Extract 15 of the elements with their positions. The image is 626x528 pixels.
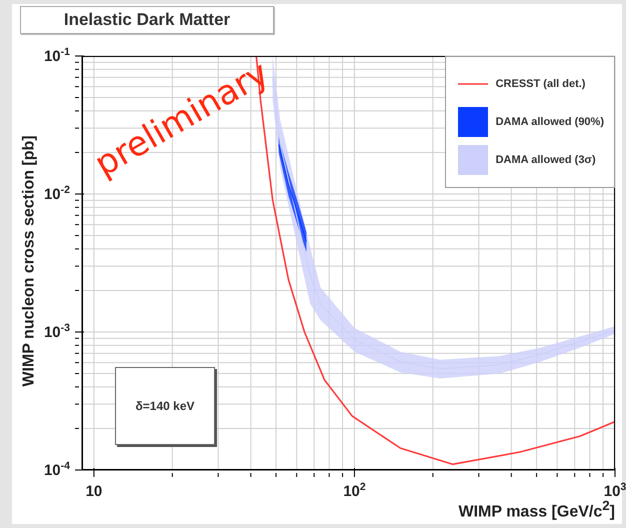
- x-tick-label: 10$^{3}$: [604, 481, 626, 500]
- legend-label: DAMA allowed (90%): [496, 116, 604, 128]
- legend-label: CRESST (all det.): [496, 78, 586, 90]
- note-box: δ=140 keV: [115, 367, 215, 445]
- x-axis-title: WIMP mass [GeV/c$^{2}$]: [458, 498, 615, 520]
- y-axis-title: WIMP nucleon cross section [pb]: [21, 135, 39, 387]
- annotation: δ=140 keV: [136, 399, 194, 413]
- chart-title: Inelastic Dark Matter: [20, 6, 274, 34]
- x-tick-label: 10$^{2}$: [343, 481, 366, 500]
- y-tick-label: 10$^{-3}$: [44, 322, 70, 341]
- y-tick-label: 10$^{-1}$: [44, 46, 70, 65]
- x-tick-label: 10: [86, 483, 102, 500]
- legend-label: DAMA allowed (3σ): [496, 154, 596, 166]
- y-tick-label: 10$^{-2}$: [44, 184, 70, 203]
- y-tick-label: 10$^{-4}$: [44, 460, 70, 479]
